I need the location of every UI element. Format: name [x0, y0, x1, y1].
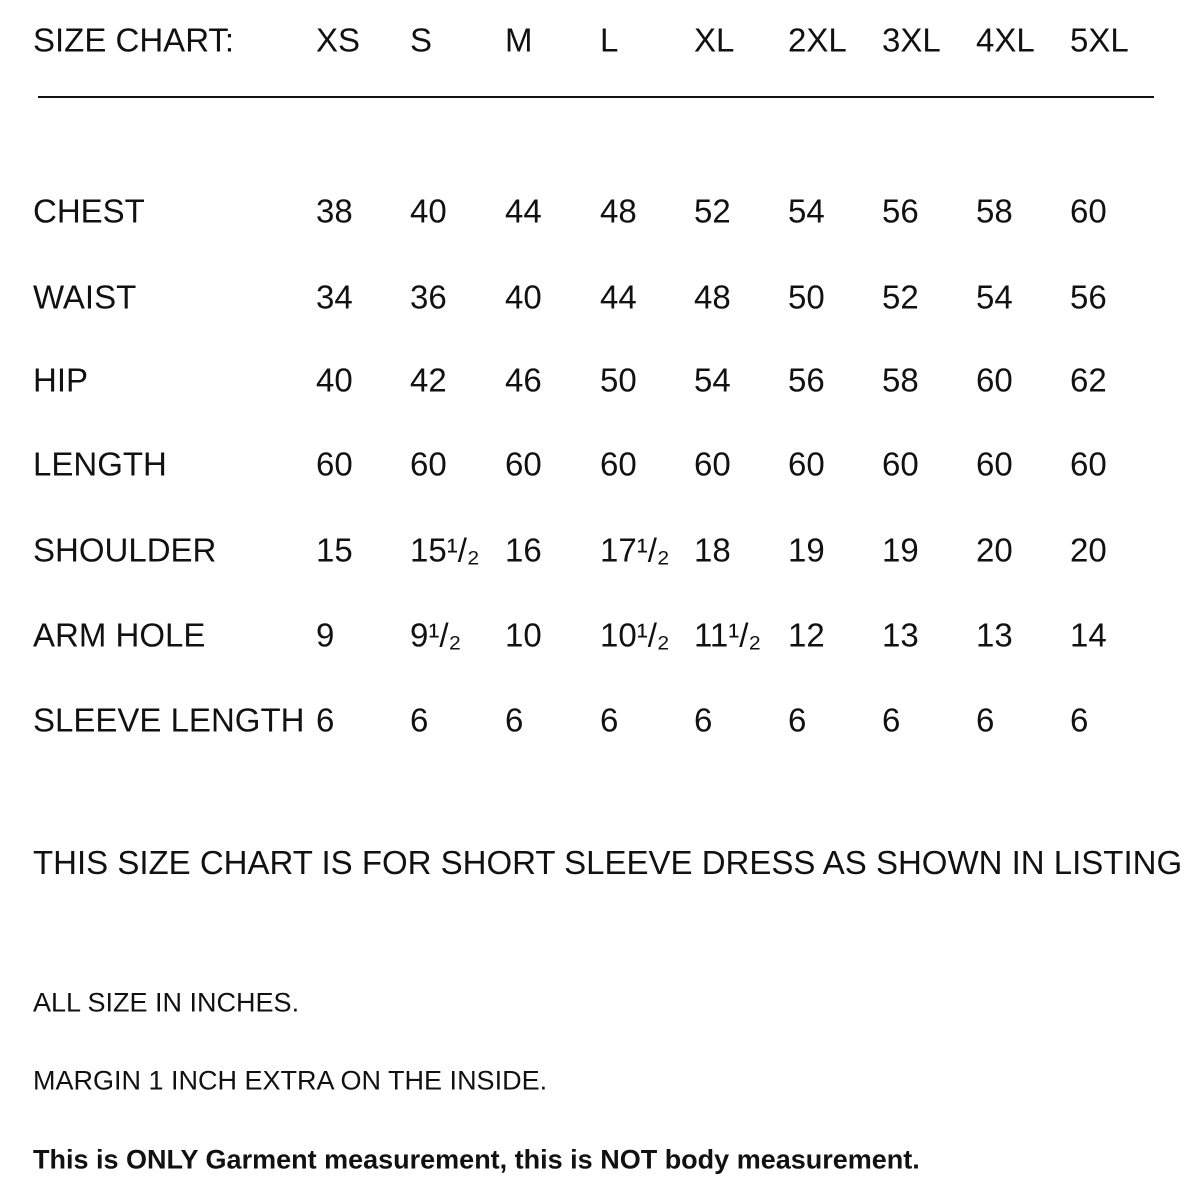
table-cell: 60	[976, 361, 1013, 399]
table-cell: 60	[316, 445, 353, 483]
row-label: LENGTH	[33, 445, 167, 483]
table-cell: 46	[505, 361, 542, 399]
table-cell: 44	[505, 192, 542, 230]
row-label: SHOULDER	[33, 531, 217, 569]
size-header: 5XL	[1070, 21, 1129, 59]
table-cell: 40	[316, 361, 353, 399]
table-cell: 56	[788, 361, 825, 399]
size-header: XS	[316, 21, 361, 59]
table-cell: 13	[976, 616, 1013, 654]
table-cell: 6	[788, 701, 807, 739]
table-cell: 58	[882, 361, 919, 399]
chart-title: SIZE CHART:	[33, 21, 235, 59]
table-cell: 38	[316, 192, 353, 230]
table-cell: 20	[976, 531, 1013, 569]
table-cell: 54	[976, 278, 1013, 316]
size-header: XL	[694, 21, 735, 59]
size-header: 2XL	[788, 21, 847, 59]
table-cell: 48	[600, 192, 637, 230]
table-cell: 60	[505, 445, 542, 483]
row-label: CHEST	[33, 192, 145, 230]
size-header: L	[600, 21, 619, 59]
table-cell: 16	[505, 531, 542, 569]
table-cell: 56	[882, 192, 919, 230]
table-cell: 20	[1070, 531, 1107, 569]
table-cell: 10¹/₂	[600, 616, 670, 654]
table-cell: 60	[600, 445, 637, 483]
table-cell: 6	[882, 701, 901, 739]
size-header: M	[505, 21, 533, 59]
table-cell: 44	[600, 278, 637, 316]
listing-note: THIS SIZE CHART IS FOR SHORT SLEEVE DRES…	[33, 844, 1183, 881]
table-cell: 10	[505, 616, 542, 654]
table-cell: 9¹/₂	[410, 616, 462, 654]
table-cell: 12	[788, 616, 825, 654]
table-cell: 19	[882, 531, 919, 569]
header-divider	[38, 96, 1154, 98]
table-cell: 34	[316, 278, 353, 316]
table-cell: 40	[505, 278, 542, 316]
table-cell: 52	[694, 192, 731, 230]
table-cell: 60	[1070, 192, 1107, 230]
table-cell: 6	[1070, 701, 1089, 739]
table-cell: 6	[505, 701, 524, 739]
disclaimer-note: This is ONLY Garment measurement, this i…	[33, 1144, 920, 1175]
table-cell: 19	[788, 531, 825, 569]
table-cell: 60	[1070, 445, 1107, 483]
table-cell: 62	[1070, 361, 1107, 399]
table-cell: 36	[410, 278, 447, 316]
row-label: SLEEVE LENGTH	[33, 701, 305, 739]
table-cell: 14	[1070, 616, 1107, 654]
size-header: 4XL	[976, 21, 1035, 59]
table-cell: 15¹/₂	[410, 531, 480, 569]
table-cell: 60	[410, 445, 447, 483]
size-header: 3XL	[882, 21, 941, 59]
table-cell: 60	[788, 445, 825, 483]
table-cell: 48	[694, 278, 731, 316]
size-header: S	[410, 21, 433, 59]
table-cell: 54	[788, 192, 825, 230]
table-cell: 6	[694, 701, 713, 739]
table-cell: 13	[882, 616, 919, 654]
table-cell: 6	[976, 701, 995, 739]
table-cell: 6	[316, 701, 335, 739]
units-note: ALL SIZE IN INCHES.	[33, 987, 300, 1018]
table-cell: 18	[694, 531, 731, 569]
table-cell: 42	[410, 361, 447, 399]
margin-note: MARGIN 1 INCH EXTRA ON THE INSIDE.	[33, 1065, 548, 1096]
row-label: ARM HOLE	[33, 616, 206, 654]
table-cell: 6	[600, 701, 619, 739]
table-cell: 40	[410, 192, 447, 230]
table-cell: 17¹/₂	[600, 531, 670, 569]
table-cell: 58	[976, 192, 1013, 230]
table-cell: 56	[1070, 278, 1107, 316]
table-cell: 60	[882, 445, 919, 483]
table-cell: 11¹/₂	[694, 616, 762, 654]
row-label: WAIST	[33, 278, 137, 316]
table-cell: 54	[694, 361, 731, 399]
table-cell: 50	[788, 278, 825, 316]
table-cell: 15	[316, 531, 353, 569]
table-cell: 60	[694, 445, 731, 483]
row-label: HIP	[33, 361, 89, 399]
table-cell: 60	[976, 445, 1013, 483]
table-cell: 50	[600, 361, 637, 399]
table-cell: 6	[410, 701, 429, 739]
table-cell: 9	[316, 616, 335, 654]
table-cell: 52	[882, 278, 919, 316]
